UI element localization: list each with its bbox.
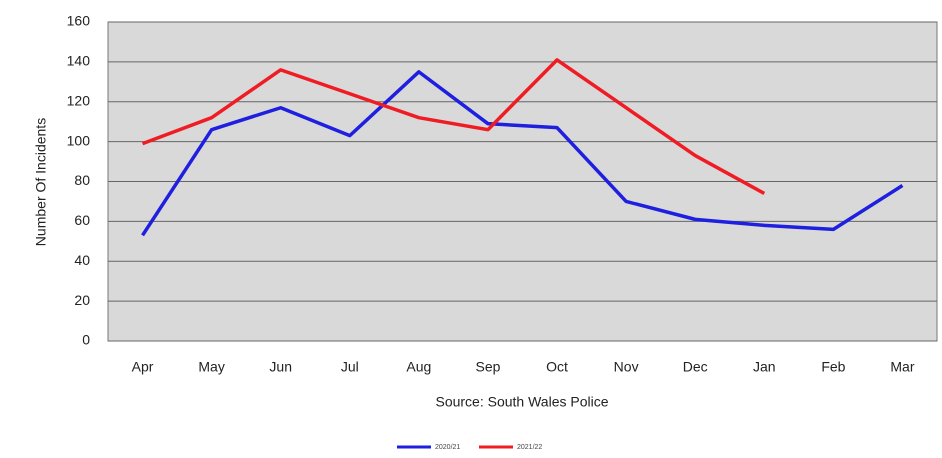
y-tick-label: 140 (67, 53, 91, 69)
legend-text: 2020/21 (435, 444, 460, 451)
y-tick-label: 160 (67, 13, 91, 29)
x-tick-label: Oct (546, 359, 568, 375)
y-tick-label: 0 (82, 332, 90, 348)
x-tick-label: Sep (475, 359, 500, 375)
x-tick-label: Mar (890, 359, 914, 375)
series-line (141, 70, 904, 237)
x-tick-label: Feb (821, 359, 845, 375)
x-tick-label: Jun (269, 359, 292, 375)
x-tick-label: May (198, 359, 224, 375)
x-tick-label: Jul (341, 359, 359, 375)
x-axis-label: Source: South Wales Police (435, 394, 608, 410)
x-tick-label: Dec (683, 359, 708, 375)
legend-text: 2021/22 (517, 444, 542, 451)
x-tick-label: Apr (132, 359, 154, 375)
y-tick-label: 120 (67, 92, 91, 108)
x-tick-label: Aug (406, 359, 431, 375)
y-axis-label: Number Of Incidents (33, 118, 49, 246)
series-line (141, 58, 766, 195)
y-tick-label: 20 (74, 292, 90, 308)
y-tick-label: 40 (74, 252, 90, 268)
y-tick-label: 100 (67, 132, 91, 148)
x-tick-label: Jan (753, 359, 776, 375)
y-tick-label: 60 (74, 212, 90, 228)
x-tick-label: Nov (614, 359, 639, 375)
y-tick-label: 80 (74, 172, 90, 188)
